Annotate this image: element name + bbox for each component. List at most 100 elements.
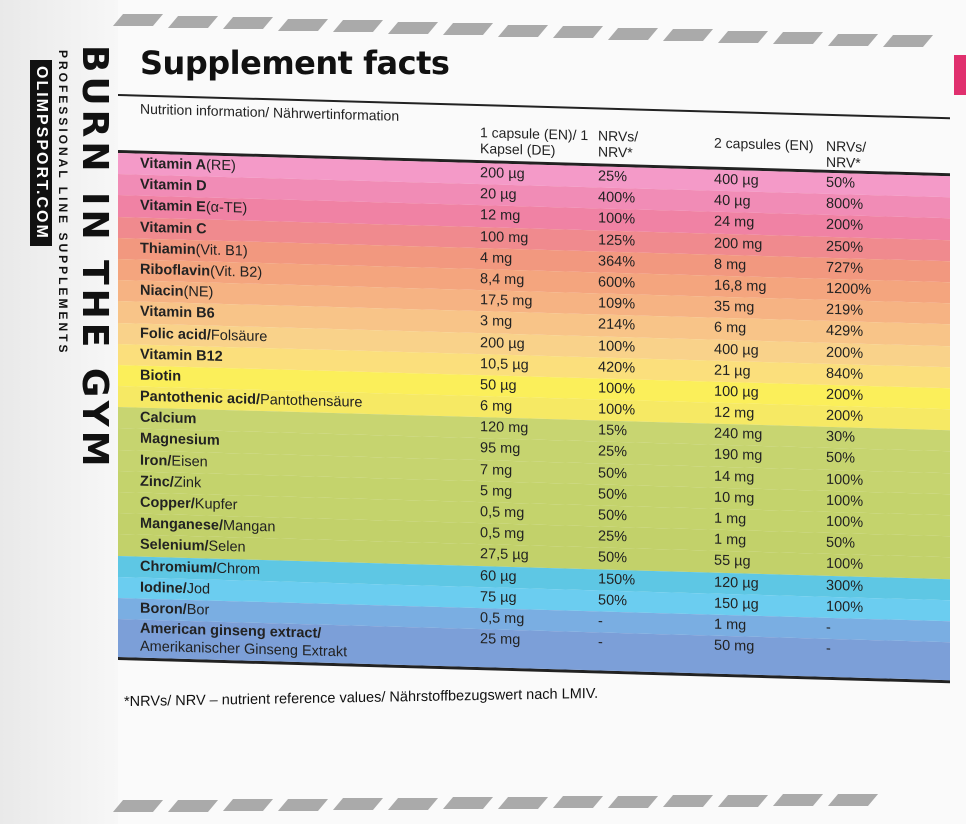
amount-1-capsule: 17,5 mg (480, 292, 533, 310)
stripe (112, 800, 164, 812)
nrv-1-capsule: - (598, 634, 603, 651)
amount-1-capsule: 25 mg (480, 631, 521, 649)
nrv-1-capsule: 100% (598, 380, 636, 398)
nutrient-name: Vitamin D (140, 175, 207, 198)
nutrient-name: Iron/ Eisen (140, 450, 208, 472)
amount-2-capsules: 190 mg (714, 447, 763, 465)
amount-2-capsules: 16,8 mg (714, 277, 767, 296)
nutrient-name-en: Pantothenic acid/ (140, 388, 261, 409)
amount-2-capsules: 40 µg (714, 192, 751, 210)
stripe (167, 799, 219, 812)
nutrient-name-en: Biotin (140, 367, 182, 385)
nutrient-name-sub: Selen (208, 538, 246, 556)
nutrient-name: American ginseng extract/Amerikanischer … (140, 620, 347, 662)
nutrient-name-en: Chromium/ (140, 558, 217, 577)
nrv-2-capsules: - (826, 619, 831, 636)
nrv-1-capsule: 100% (598, 337, 636, 355)
stripe (552, 26, 604, 38)
amount-1-capsule: 95 mg (480, 440, 521, 458)
nrv-2-capsules: 100% (826, 513, 864, 531)
nutrient-name-sub: Amerikanischer Ginseng Extrakt (140, 638, 348, 661)
nutrient-name-sub: Folsäure (210, 327, 268, 345)
nutrient-name-en: Zinc/ (140, 473, 174, 491)
stripe (387, 797, 439, 810)
nutrient-name: Folic acid/ Folsäure (140, 323, 267, 346)
supplement-facts-table: Nutrition information/ Nährwertinformati… (118, 94, 950, 684)
nutrient-name-en: Folic acid/ (140, 325, 211, 344)
stripe (717, 794, 769, 807)
amount-2-capsules: 1 mg (714, 616, 747, 634)
amount-2-capsules: 240 mg (714, 425, 763, 444)
amount-1-capsule: 120 mg (480, 419, 529, 437)
header-2-capsules: 2 capsules (EN) (714, 134, 814, 154)
amount-2-capsules: 200 mg (714, 235, 763, 253)
amount-2-capsules: 120 µg (714, 574, 759, 592)
nutrient-name-en: Vitamin B6 (140, 303, 215, 323)
nrv-2-capsules: 50% (826, 534, 856, 552)
stripe (772, 794, 824, 806)
nutrient-name: Riboflavin (Vit. B2) (140, 260, 262, 283)
amount-2-capsules: 150 µg (714, 595, 759, 613)
stripe (222, 799, 274, 811)
header-1-capsule: 1 capsule (EN)/ 1 Kapsel (DE) (480, 124, 589, 159)
pink-accent (954, 55, 966, 95)
amount-2-capsules: 21 µg (714, 362, 751, 380)
nutrient-name-sub: Zink (173, 474, 202, 492)
nutrient-name-en: Iron/ (140, 452, 172, 470)
nrv-2-capsules: 100% (826, 556, 864, 574)
stripe (442, 797, 494, 809)
nrv-1-capsule: 50% (598, 465, 628, 482)
nutrient-name: Manganese/ Mangan (140, 514, 275, 537)
nutrient-name-en: Vitamin C (140, 219, 207, 238)
nutrient-name-sub: (Vit. B2) (210, 263, 263, 281)
nutrient-name-en: Magnesium (140, 431, 220, 450)
stripe (332, 798, 384, 810)
amount-1-capsule: 0,5 mg (480, 610, 525, 628)
nrv-1-capsule: 420% (598, 359, 636, 377)
header-nrv-1: NRVs/ NRV* (598, 127, 639, 161)
nutrient-name: Copper/ Kupfer (140, 493, 238, 516)
amount-1-capsule: 7 mg (480, 461, 513, 479)
stripe (607, 27, 659, 40)
amount-1-capsule: 10,5 µg (480, 355, 529, 374)
nutrient-name-en: Vitamin B12 (140, 346, 223, 365)
stripe (222, 17, 274, 29)
stripe (882, 35, 934, 47)
nrv-1-capsule: 50% (598, 549, 628, 567)
brand-logo-text: BURN IN THE GYM (74, 45, 115, 471)
nrv-1-capsule: 364% (598, 253, 636, 271)
nutrient-name: Selenium/ Selen (140, 535, 246, 558)
nrv-2-capsules: 100% (826, 492, 864, 510)
box-side-panel: BURN IN THE GYM PROFESSIONAL LINE SUPPLE… (0, 0, 119, 824)
nutrient-name-en: Riboflavin (140, 261, 211, 280)
amount-1-capsule: 60 µg (480, 567, 517, 585)
amount-1-capsule: 200 µg (480, 334, 525, 352)
box-front-face: Supplement facts Nutrition information/ … (112, 0, 966, 824)
amount-1-capsule: 100 mg (480, 228, 529, 247)
nutrient-name-en: Vitamin D (140, 176, 207, 195)
nutrient-name-sub: (RE) (206, 157, 236, 175)
amount-2-capsules: 1 mg (714, 531, 747, 549)
stripe (497, 796, 549, 809)
stripe (277, 18, 329, 31)
nutrient-name-en: Manganese/ (140, 515, 223, 535)
amount-2-capsules: 14 mg (714, 468, 755, 486)
amount-2-capsules: 12 mg (714, 404, 755, 422)
nrv-2-capsules: 219% (826, 301, 864, 319)
nrv-2-capsules: 200% (826, 386, 864, 404)
nutrient-name: Vitamin E (α-TE) (140, 196, 247, 219)
amount-1-capsule: 27,5 µg (480, 546, 529, 564)
stripe (552, 796, 604, 808)
nrv-1-capsule: 109% (598, 295, 636, 313)
nrv-2-capsules: 300% (826, 577, 864, 595)
nutrient-name-sub: (Vit. B1) (195, 241, 248, 260)
nrv-1-capsule: 50% (598, 507, 628, 525)
nrv-1-capsule: 100% (598, 210, 636, 228)
stripe (827, 793, 879, 806)
nutrient-name-sub: (α-TE) (205, 199, 248, 217)
amount-2-capsules: 10 mg (714, 489, 755, 507)
nutrient-name-en: Niacin (140, 282, 184, 300)
nrv-2-capsules: 727% (826, 259, 864, 277)
nutrient-name: Magnesium (140, 429, 220, 452)
amount-1-capsule: 3 mg (480, 313, 513, 331)
